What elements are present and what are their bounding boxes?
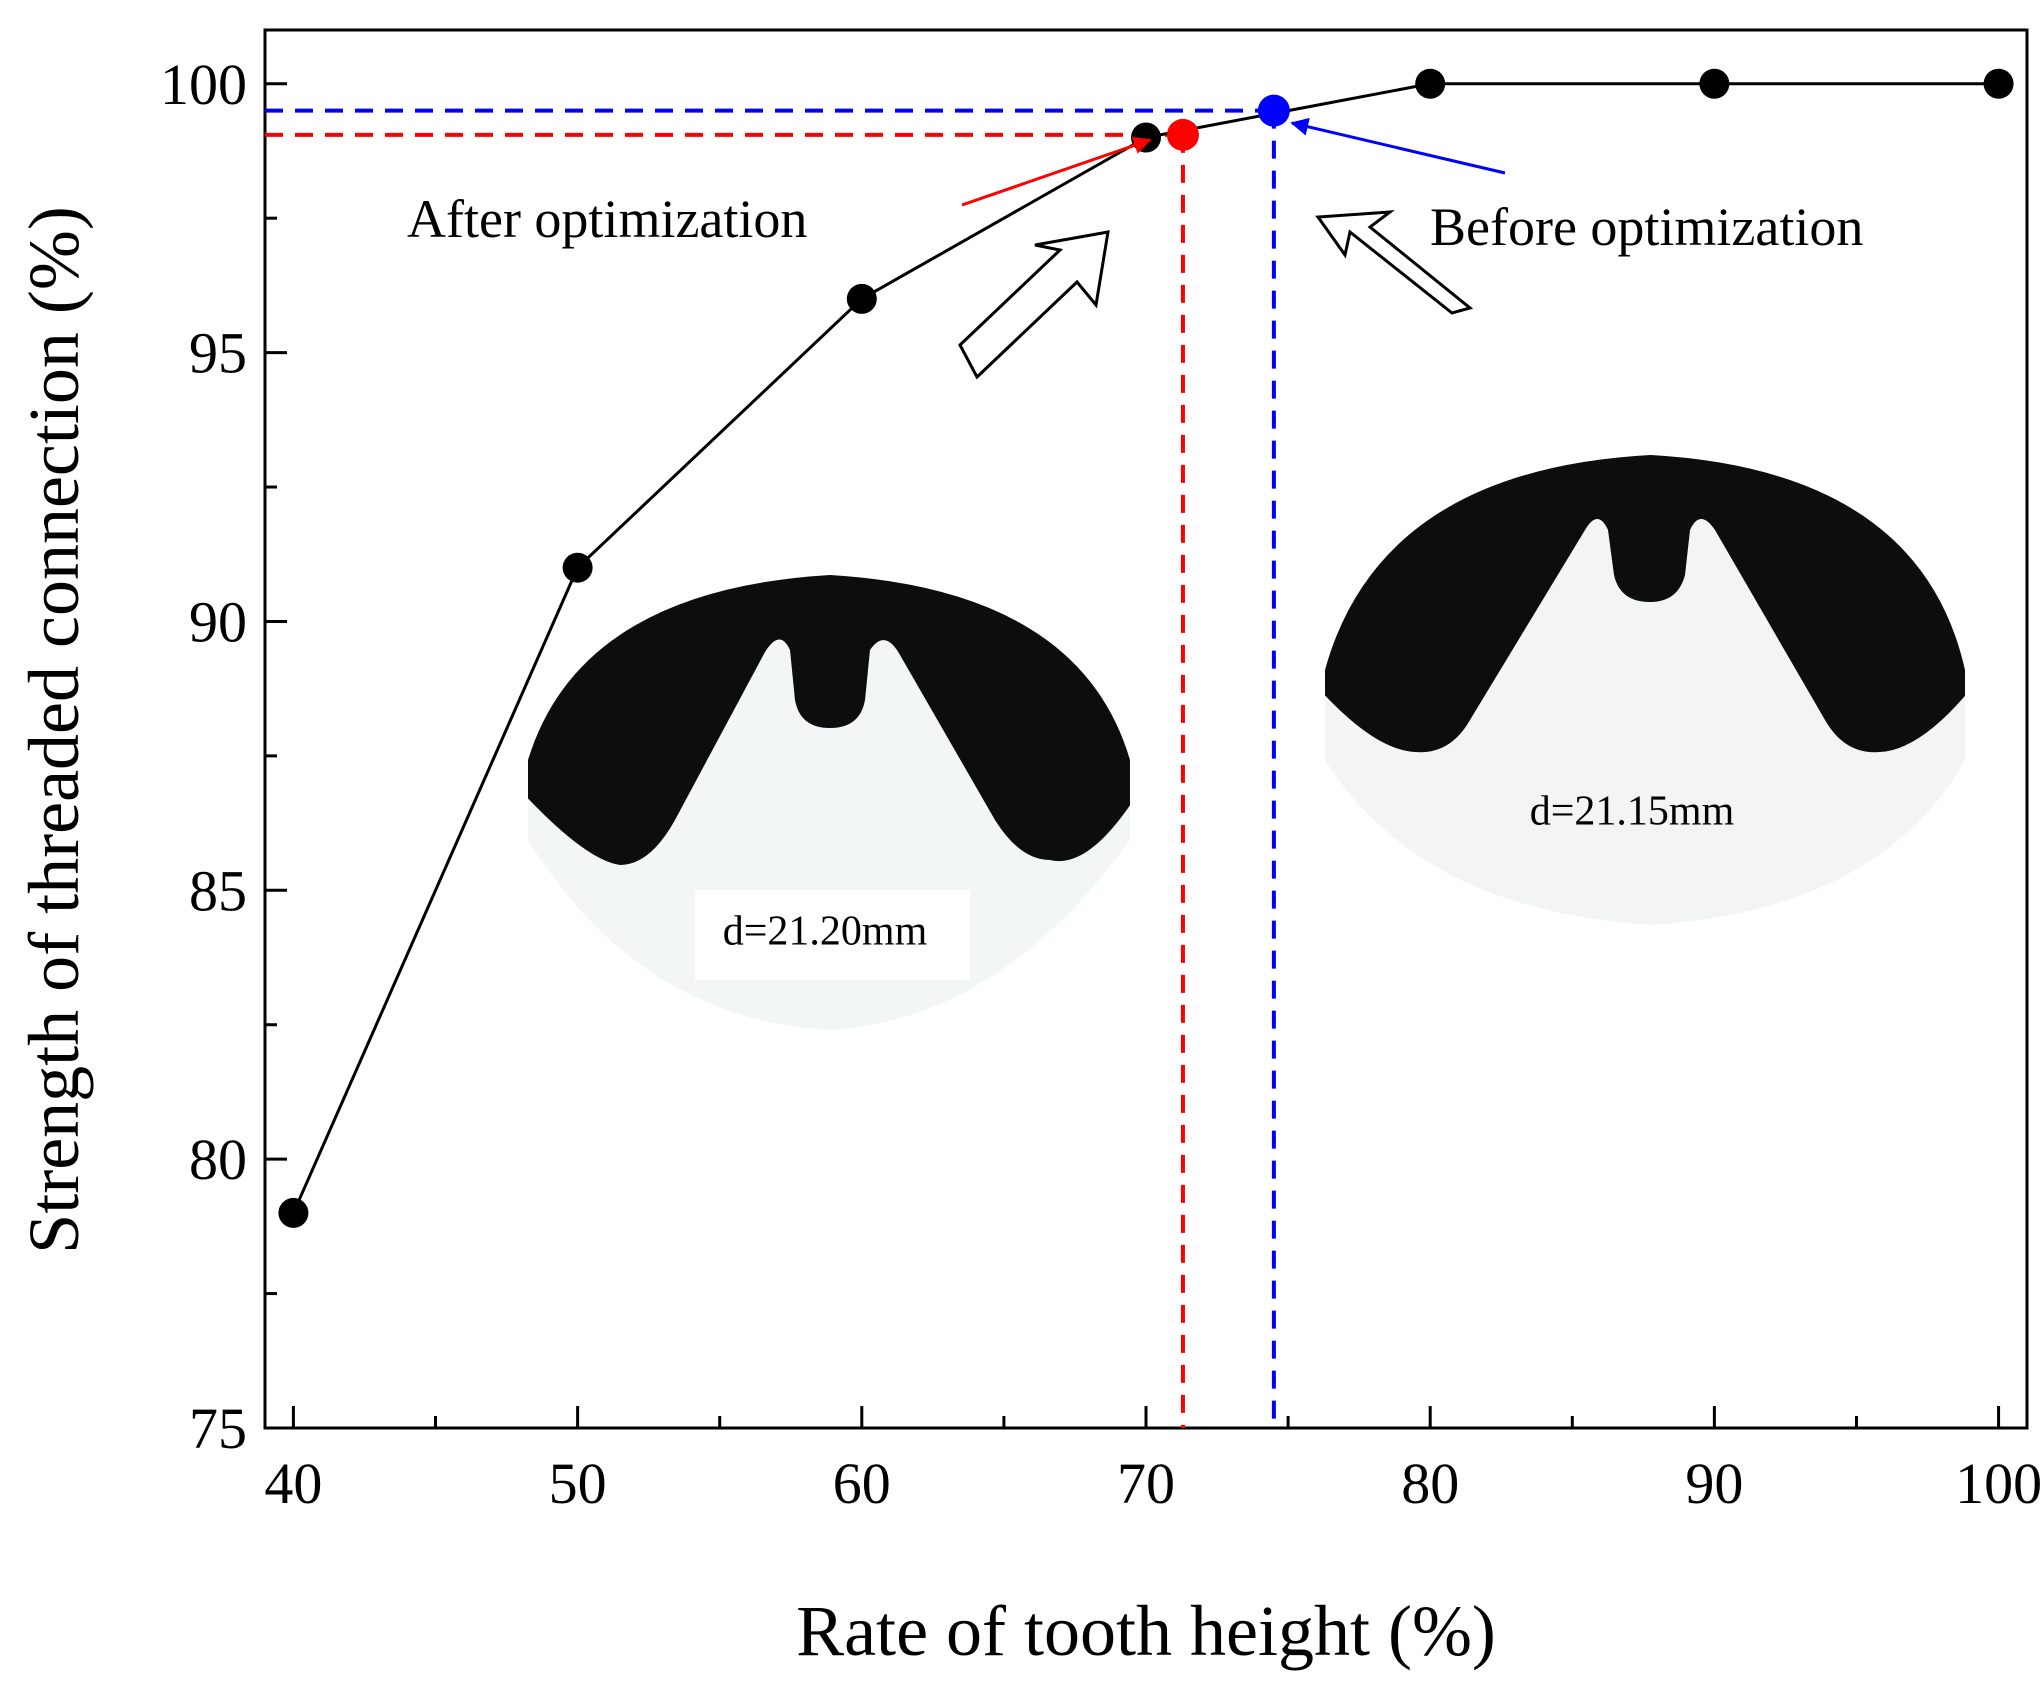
annotation-after-optimization: After optimization: [407, 189, 807, 249]
data-point: [1699, 68, 1730, 99]
annotation-arrow-after: [961, 136, 1152, 207]
data-point: [1415, 68, 1446, 99]
y-tick-label: 85: [189, 858, 247, 923]
tick-labels: 40 50 60 70 80 90 100 75 80 85 90 95 100: [160, 52, 2042, 1516]
y-tick-label: 100: [160, 52, 247, 117]
y-tick-label: 75: [189, 1396, 247, 1461]
highlight-point: [1257, 94, 1290, 127]
data-point: [846, 283, 877, 314]
inset-thread-after: d=21.20mm: [528, 575, 1130, 1030]
inset-thread-before: d=21.15mm: [1325, 455, 1965, 925]
y-axis-title: Strength of threaded connection (%): [14, 206, 94, 1254]
guide-lines: [265, 108, 1276, 1428]
annotation-arrow-before: [1290, 117, 1506, 175]
data-point: [1131, 122, 1161, 153]
x-tick-label: 80: [1401, 1451, 1459, 1516]
hollow-arrow-left: [958, 230, 1110, 380]
highlight-points: [1166, 94, 1290, 151]
y-tick-label: 95: [189, 321, 247, 386]
x-axis-title: Rate of tooth height (%): [796, 1591, 1496, 1671]
x-tick-label: 40: [264, 1451, 322, 1516]
hollow-arrow-right: [1315, 210, 1474, 315]
x-tick-label: 90: [1685, 1451, 1743, 1516]
axis-ticks: [265, 82, 2001, 1430]
y-tick-label: 90: [189, 589, 247, 654]
x-tick-label: 100: [1955, 1451, 2042, 1516]
annotation-before-optimization: Before optimization: [1430, 197, 1863, 257]
x-tick-label: 60: [833, 1451, 891, 1516]
inset-label-right: d=21.15mm: [1530, 789, 1735, 835]
data-point: [278, 1197, 309, 1228]
x-tick-label: 70: [1117, 1451, 1175, 1516]
highlight-point: [1166, 118, 1199, 151]
inset-label-left: d=21.20mm: [723, 909, 928, 955]
data-point: [562, 552, 593, 583]
x-tick-label: 50: [549, 1451, 607, 1516]
y-tick-label: 80: [189, 1127, 247, 1192]
data-point: [1983, 68, 2014, 99]
